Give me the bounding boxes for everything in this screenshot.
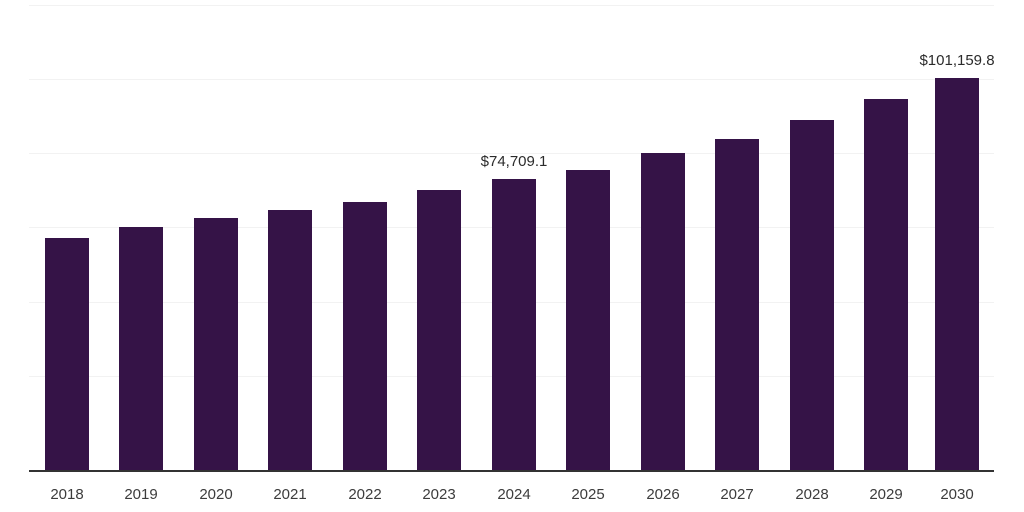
bar-group: $74,709.1: [481, 2, 547, 472]
x-axis-tick-2023: 2023: [422, 486, 456, 503]
bar-group: [194, 2, 238, 472]
bar-group: [715, 2, 759, 472]
bar-group: [45, 2, 89, 472]
bar[interactable]: [343, 202, 387, 472]
bar-group: [343, 2, 387, 472]
bar[interactable]: [790, 120, 834, 472]
x-axis-line: [29, 470, 994, 472]
x-axis-tick-2025: 2025: [571, 486, 605, 503]
bar[interactable]: [864, 99, 908, 472]
gridline: [29, 153, 994, 154]
bar[interactable]: [641, 153, 685, 472]
x-axis-tick-2019: 2019: [124, 486, 158, 503]
bar[interactable]: [566, 170, 610, 472]
x-axis-tick-2029: 2029: [869, 486, 903, 503]
x-axis-tick-2020: 2020: [199, 486, 233, 503]
x-axis-tick-2028: 2028: [795, 486, 829, 503]
gridline: [29, 79, 994, 80]
bar-group: [119, 2, 163, 472]
bar[interactable]: [715, 139, 759, 472]
bar-group: [566, 2, 610, 472]
bar[interactable]: [194, 218, 238, 472]
x-axis-tick-2018: 2018: [50, 486, 84, 503]
bar-value-label: $74,709.1: [480, 153, 548, 170]
bar-group: [864, 2, 908, 472]
bar-group: [641, 2, 685, 472]
bar[interactable]: [268, 210, 312, 472]
x-axis-tick-2022: 2022: [348, 486, 382, 503]
bar-group: [790, 2, 834, 472]
x-axis-tick-2027: 2027: [720, 486, 754, 503]
bars-layer: $74,709.1 $101,159.8: [45, 2, 995, 472]
x-axis-tick-labels: 2018 2019 2020 2021 2022 2023 2024 2025 2026 2027…: [0, 472, 1024, 512]
bar[interactable]: [45, 238, 89, 472]
x-axis-tick-2024: 2024: [497, 486, 531, 503]
bar-group: [268, 2, 312, 472]
bar-group: $101,159.8: [919, 2, 995, 472]
bar[interactable]: [417, 190, 461, 472]
bar[interactable]: [935, 78, 979, 472]
bar-value-label: $101,159.8: [919, 52, 995, 69]
gridline: [29, 5, 994, 6]
x-axis-tick-2030: 2030: [940, 486, 974, 503]
x-axis-tick-2021: 2021: [273, 486, 307, 503]
bar[interactable]: [492, 179, 536, 472]
bar-group: [417, 2, 461, 472]
x-axis-tick-2026: 2026: [646, 486, 680, 503]
bar[interactable]: [119, 227, 163, 472]
